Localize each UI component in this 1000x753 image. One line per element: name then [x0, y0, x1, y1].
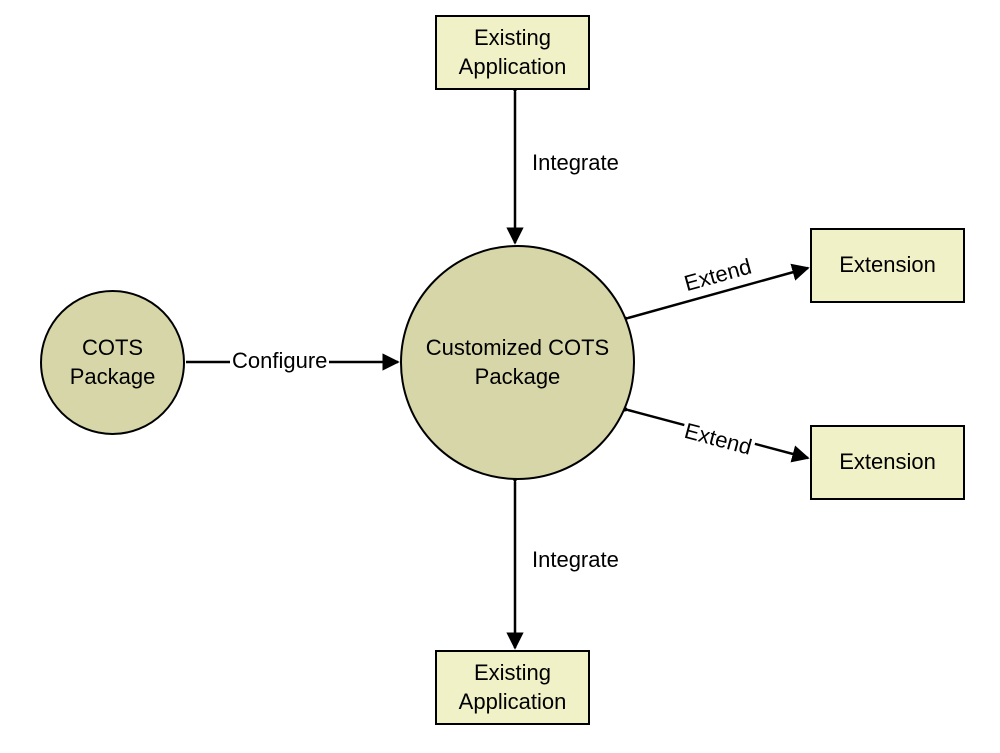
node-label: Customized COTS Package [422, 330, 613, 395]
edge-label-configure: Configure [230, 348, 329, 374]
node-existing-application-top: Existing Application [435, 15, 590, 90]
node-customized-cots-package: Customized COTS Package [400, 245, 635, 480]
edge-label-extend-bottom: Extend [680, 417, 757, 461]
node-label: Extension [835, 444, 940, 481]
edge-label-integrate-bottom: Integrate [530, 547, 621, 573]
edge-label-integrate-top: Integrate [530, 150, 621, 176]
node-label: COTS Package [66, 330, 160, 395]
node-existing-application-bottom: Existing Application [435, 650, 590, 725]
node-extension-top: Extension [810, 228, 965, 303]
node-label: Existing Application [455, 20, 571, 85]
node-cots-package: COTS Package [40, 290, 185, 435]
node-label: Extension [835, 247, 940, 284]
edge-label-extend-top: Extend [680, 253, 757, 297]
node-extension-bottom: Extension [810, 425, 965, 500]
node-label: Existing Application [455, 655, 571, 720]
